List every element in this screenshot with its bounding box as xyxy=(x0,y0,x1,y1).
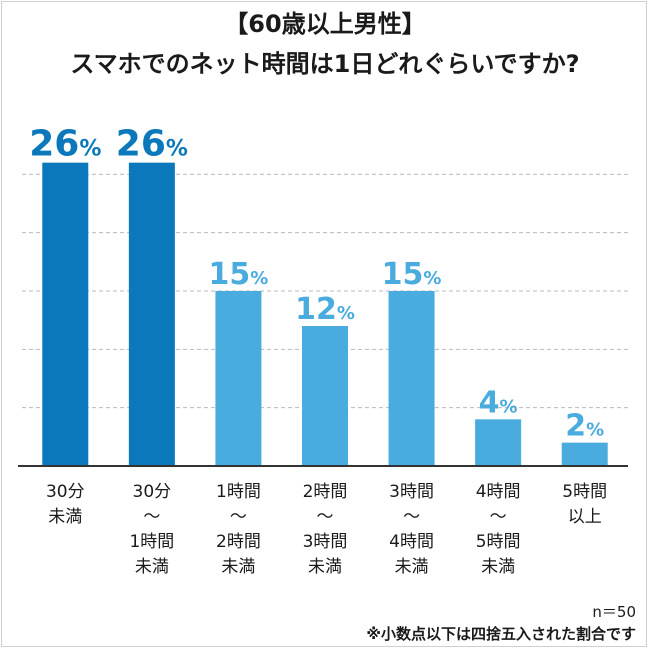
data-label-7: 2% xyxy=(565,409,604,444)
data-label-value: 12 xyxy=(295,292,337,327)
data-label-value: 2 xyxy=(565,409,586,444)
category-label-5: 3時間〜 4時間未満 xyxy=(389,482,434,577)
data-label-unit: % xyxy=(166,137,188,162)
sample-size-note: n＝50 xyxy=(592,603,636,621)
category-label-line: 3時間 xyxy=(303,532,348,552)
category-label-line: 4時間 xyxy=(476,482,521,502)
data-label-value: 26 xyxy=(116,124,166,165)
category-label-line: 2時間 xyxy=(303,482,348,502)
data-label-unit: % xyxy=(423,268,441,289)
data-label-6: 4% xyxy=(479,385,518,420)
data-label-1: 26% xyxy=(29,124,101,165)
chart-title-line-2: スマホでのネット時間は1日どれぐらいですか? xyxy=(70,50,580,78)
category-label-line: 未満 xyxy=(481,557,515,577)
category-label-1: 30分未満 xyxy=(46,482,85,527)
data-label-3: 15% xyxy=(209,257,269,292)
bar-3 xyxy=(215,291,262,466)
category-label-6: 4時間〜 5時間未満 xyxy=(476,482,521,577)
category-label-line: 5時間 xyxy=(476,532,521,552)
category-label-line: 30分 xyxy=(46,482,85,502)
category-label-3: 1時間〜 2時間未満 xyxy=(216,482,261,577)
bar-7 xyxy=(561,442,608,466)
data-label-value: 26 xyxy=(29,124,79,165)
chart-title-line-1: 【60歳以上男性】 xyxy=(224,10,426,38)
rounding-note: ※小数点以下は四捨五入された割合です xyxy=(366,625,636,643)
category-label-line: 未満 xyxy=(221,557,255,577)
category-label-line: 2時間 xyxy=(216,532,261,552)
data-label-value: 15 xyxy=(209,257,251,292)
category-label-line: 〜 xyxy=(230,507,247,527)
data-label-5: 15% xyxy=(382,257,442,292)
data-label-4: 12% xyxy=(295,292,355,327)
data-label-value: 4 xyxy=(479,385,500,420)
bar-2 xyxy=(128,162,175,466)
category-label-line: 〜 xyxy=(143,507,160,527)
category-label-line: 30分 xyxy=(133,482,172,502)
bar-5 xyxy=(388,291,435,466)
category-label-line: 1時間 xyxy=(216,482,261,502)
category-label-line: 未満 xyxy=(48,507,82,527)
category-label-line: 〜 xyxy=(403,507,420,527)
data-label-unit: % xyxy=(337,303,355,324)
category-label-4: 2時間〜 3時間未満 xyxy=(303,482,348,577)
bar-4 xyxy=(302,326,348,466)
category-label-line: 5時間 xyxy=(562,482,607,502)
category-label-line: 3時間 xyxy=(389,482,434,502)
category-label-2: 30分〜 1時間未満 xyxy=(129,482,174,577)
category-label-line: 未満 xyxy=(395,557,429,577)
category-label-line: 未満 xyxy=(135,557,169,577)
category-label-7: 5時間以上 xyxy=(562,482,607,527)
data-label-unit: % xyxy=(250,268,268,289)
category-label-line: 4時間 xyxy=(389,532,434,552)
data-label-unit: % xyxy=(79,137,101,162)
data-label-unit: % xyxy=(586,420,604,441)
category-label-line: 未満 xyxy=(308,557,342,577)
category-label-line: 1時間 xyxy=(129,532,174,552)
bar-6 xyxy=(475,419,522,466)
category-label-line: 以上 xyxy=(568,507,602,527)
data-label-value: 15 xyxy=(382,257,424,292)
data-label-unit: % xyxy=(500,396,518,417)
data-label-2: 26% xyxy=(116,124,188,165)
bar-1 xyxy=(42,162,89,466)
category-label-line: 〜 xyxy=(490,507,507,527)
category-label-line: 〜 xyxy=(317,507,334,527)
